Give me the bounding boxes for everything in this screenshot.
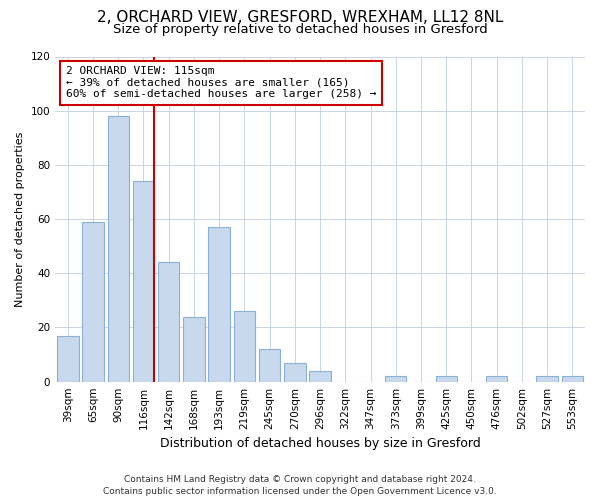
Bar [233,311,255,382]
Bar [57,336,79,382]
Text: Contains HM Land Registry data © Crown copyright and database right 2024.
Contai: Contains HM Land Registry data © Crown c… [103,474,497,496]
Bar [107,116,129,382]
Bar [536,376,558,382]
Y-axis label: Number of detached properties: Number of detached properties [15,132,25,307]
Bar [486,376,508,382]
Bar [436,376,457,382]
Bar [208,227,230,382]
X-axis label: Distribution of detached houses by size in Gresford: Distribution of detached houses by size … [160,437,481,450]
Text: Size of property relative to detached houses in Gresford: Size of property relative to detached ho… [113,24,487,36]
Bar [133,181,154,382]
Bar [158,262,179,382]
Text: 2, ORCHARD VIEW, GRESFORD, WREXHAM, LL12 8NL: 2, ORCHARD VIEW, GRESFORD, WREXHAM, LL12… [97,10,503,25]
Text: 2 ORCHARD VIEW: 115sqm
← 39% of detached houses are smaller (165)
60% of semi-de: 2 ORCHARD VIEW: 115sqm ← 39% of detached… [66,66,376,100]
Bar [259,349,280,382]
Bar [385,376,406,382]
Bar [562,376,583,382]
Bar [183,316,205,382]
Bar [284,362,305,382]
Bar [310,371,331,382]
Bar [82,222,104,382]
